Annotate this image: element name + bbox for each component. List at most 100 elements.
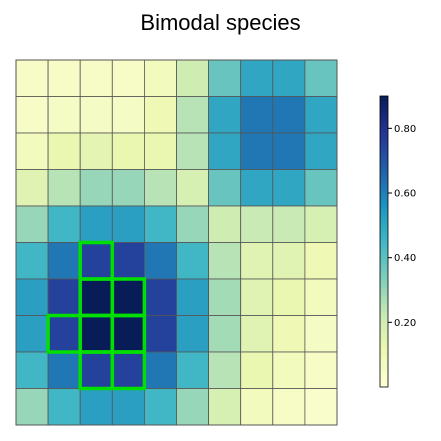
heatmap-cell-r1-c3 xyxy=(112,97,144,134)
heatmap-cell-r4-c6 xyxy=(209,206,241,243)
heatmap-cell-r3-c0 xyxy=(16,170,48,207)
heatmap-cell-r7-c2 xyxy=(80,316,112,353)
heatmap-cell-r0-c6 xyxy=(209,60,241,97)
colorbar-gradient xyxy=(380,96,388,387)
heatmap-cell-r3-c1 xyxy=(48,170,80,207)
heatmap-cell-r4-c0 xyxy=(16,206,48,243)
heatmap-cell-r8-c3 xyxy=(112,352,144,389)
heatmap-cell-r1-c0 xyxy=(16,97,48,134)
heatmap-cell-r4-c9 xyxy=(305,206,337,243)
heatmap-cell-r2-c1 xyxy=(48,133,80,170)
heatmap-cell-r1-c8 xyxy=(273,97,305,134)
heatmap-cell-r2-c6 xyxy=(209,133,241,170)
heatmap-cell-r4-c1 xyxy=(48,206,80,243)
heatmap-cell-r8-c6 xyxy=(209,352,241,389)
heatmap-cell-r0-c7 xyxy=(241,60,273,97)
heatmap-cell-r9-c9 xyxy=(305,389,337,426)
heatmap-cell-r0-c2 xyxy=(80,60,112,97)
colorbar-tick-label: 0.40 xyxy=(394,253,416,264)
heatmap-cell-r4-c4 xyxy=(144,206,176,243)
heatmap-cell-r2-c0 xyxy=(16,133,48,170)
colorbar-tick-label: 0.60 xyxy=(394,189,416,200)
heatmap-cell-r4-c3 xyxy=(112,206,144,243)
heatmap-cell-r5-c5 xyxy=(177,243,209,280)
colorbar xyxy=(380,96,388,387)
heatmap-cell-r9-c1 xyxy=(48,389,80,426)
heatmap-cell-r5-c7 xyxy=(241,243,273,280)
heatmap-cell-r0-c1 xyxy=(48,60,80,97)
heatmap-cell-r1-c6 xyxy=(209,97,241,134)
heatmap-cell-r6-c5 xyxy=(177,279,209,316)
heatmap-cell-r7-c9 xyxy=(305,316,337,353)
heatmap-cell-r9-c2 xyxy=(80,389,112,426)
heatmap-cell-r9-c0 xyxy=(16,389,48,426)
heatmap-cell-r9-c8 xyxy=(273,389,305,426)
heatmap-cell-r2-c4 xyxy=(144,133,176,170)
heatmap-cell-r2-c2 xyxy=(80,133,112,170)
heatmap-cell-r6-c0 xyxy=(16,279,48,316)
heatmap-cell-r6-c4 xyxy=(144,279,176,316)
heatmap-cell-r0-c3 xyxy=(112,60,144,97)
heatmap-cell-r4-c2 xyxy=(80,206,112,243)
heatmap-cell-r9-c7 xyxy=(241,389,273,426)
heatmap-cell-r1-c7 xyxy=(241,97,273,134)
heatmap-cell-r3-c7 xyxy=(241,170,273,207)
colorbar-tick-label: 0.80 xyxy=(394,124,416,135)
heatmap-cell-r6-c7 xyxy=(241,279,273,316)
heatmap-cell-r2-c5 xyxy=(177,133,209,170)
heatmap-cell-r4-c5 xyxy=(177,206,209,243)
heatmap-cell-r8-c2 xyxy=(80,352,112,389)
heatmap-cell-r1-c9 xyxy=(305,97,337,134)
heatmap-cell-r5-c0 xyxy=(16,243,48,280)
heatmap-cell-r1-c1 xyxy=(48,97,80,134)
heatmap-cell-r0-c8 xyxy=(273,60,305,97)
heatmap-cell-r9-c3 xyxy=(112,389,144,426)
heatmap-cell-r5-c2 xyxy=(80,243,112,280)
heatmap-cell-r7-c3 xyxy=(112,316,144,353)
heatmap-cell-r8-c8 xyxy=(273,352,305,389)
heatmap-cell-r5-c8 xyxy=(273,243,305,280)
heatmap-cell-r0-c4 xyxy=(144,60,176,97)
heatmap-cell-r5-c3 xyxy=(112,243,144,280)
heatmap-cells xyxy=(16,60,337,425)
heatmap-cell-r3-c6 xyxy=(209,170,241,207)
heatmap-cell-r0-c0 xyxy=(16,60,48,97)
heatmap-cell-r8-c9 xyxy=(305,352,337,389)
heatmap-cell-r9-c5 xyxy=(177,389,209,426)
heatmap-cell-r7-c7 xyxy=(241,316,273,353)
heatmap-cell-r6-c8 xyxy=(273,279,305,316)
heatmap-cell-r4-c7 xyxy=(241,206,273,243)
heatmap-cell-r3-c2 xyxy=(80,170,112,207)
heatmap-cell-r6-c9 xyxy=(305,279,337,316)
heatmap-cell-r4-c8 xyxy=(273,206,305,243)
heatmap-cell-r8-c0 xyxy=(16,352,48,389)
heatmap-cell-r2-c3 xyxy=(112,133,144,170)
heatmap-cell-r9-c6 xyxy=(209,389,241,426)
heatmap-cell-r6-c6 xyxy=(209,279,241,316)
heatmap-cell-r7-c6 xyxy=(209,316,241,353)
heatmap-cell-r5-c6 xyxy=(209,243,241,280)
heatmap-cell-r7-c5 xyxy=(177,316,209,353)
heatmap-cell-r8-c7 xyxy=(241,352,273,389)
heatmap-cell-r9-c4 xyxy=(144,389,176,426)
heatmap-cell-r8-c1 xyxy=(48,352,80,389)
heatmap-cell-r3-c4 xyxy=(144,170,176,207)
heatmap-cell-r6-c2 xyxy=(80,279,112,316)
heatmap-cell-r3-c3 xyxy=(112,170,144,207)
heatmap-cell-r8-c5 xyxy=(177,352,209,389)
heatmap-cell-r2-c7 xyxy=(241,133,273,170)
heatmap-cell-r3-c9 xyxy=(305,170,337,207)
heatmap-cell-r5-c1 xyxy=(48,243,80,280)
heatmap-cell-r0-c5 xyxy=(177,60,209,97)
heatmap-cell-r5-c9 xyxy=(305,243,337,280)
colorbar-tick-label: 0.20 xyxy=(394,318,416,329)
heatmap-cell-r8-c4 xyxy=(144,352,176,389)
heatmap-cell-r1-c5 xyxy=(177,97,209,134)
heatmap-cell-r0-c9 xyxy=(305,60,337,97)
heatmap-cell-r1-c2 xyxy=(80,97,112,134)
heatmap-cell-r7-c0 xyxy=(16,316,48,353)
heatmap-cell-r2-c8 xyxy=(273,133,305,170)
heatmap-cell-r7-c1 xyxy=(48,316,80,353)
heatmap-cell-r1-c4 xyxy=(144,97,176,134)
